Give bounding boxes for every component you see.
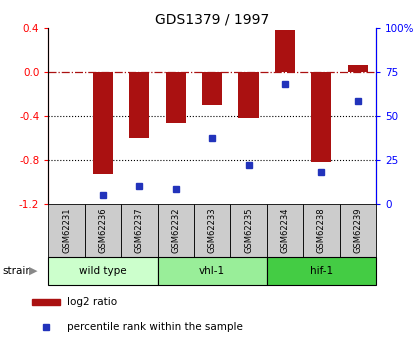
Text: GSM62234: GSM62234 xyxy=(281,208,289,253)
Bar xyxy=(230,204,267,257)
Bar xyxy=(121,204,158,257)
Bar xyxy=(85,204,121,257)
Text: GSM62233: GSM62233 xyxy=(207,207,217,253)
Bar xyxy=(48,257,158,285)
Bar xyxy=(129,72,150,138)
Bar xyxy=(158,204,194,257)
Text: strain: strain xyxy=(2,266,32,276)
Text: GSM62236: GSM62236 xyxy=(98,207,108,253)
Bar xyxy=(275,30,295,72)
Bar xyxy=(348,65,368,72)
Text: percentile rank within the sample: percentile rank within the sample xyxy=(67,322,243,332)
Bar xyxy=(32,299,60,305)
Title: GDS1379 / 1997: GDS1379 / 1997 xyxy=(155,12,269,27)
Bar xyxy=(311,72,331,162)
Text: GSM62238: GSM62238 xyxy=(317,207,326,253)
Text: ▶: ▶ xyxy=(29,266,37,276)
Bar xyxy=(202,72,222,105)
Text: hif-1: hif-1 xyxy=(310,266,333,276)
Bar xyxy=(267,257,376,285)
Text: GSM62232: GSM62232 xyxy=(171,208,180,253)
Bar xyxy=(267,204,303,257)
Bar xyxy=(93,72,113,174)
Text: wild type: wild type xyxy=(79,266,127,276)
Bar xyxy=(48,204,85,257)
Bar xyxy=(158,257,267,285)
Text: GSM62237: GSM62237 xyxy=(135,207,144,253)
Text: log2 ratio: log2 ratio xyxy=(67,297,117,307)
Text: GSM62239: GSM62239 xyxy=(353,208,362,253)
Bar xyxy=(339,204,376,257)
Text: vhl-1: vhl-1 xyxy=(199,266,225,276)
Bar xyxy=(239,72,259,118)
Bar xyxy=(165,72,186,123)
Bar xyxy=(194,204,230,257)
Bar xyxy=(303,204,339,257)
Text: GSM62231: GSM62231 xyxy=(62,208,71,253)
Text: GSM62235: GSM62235 xyxy=(244,208,253,253)
